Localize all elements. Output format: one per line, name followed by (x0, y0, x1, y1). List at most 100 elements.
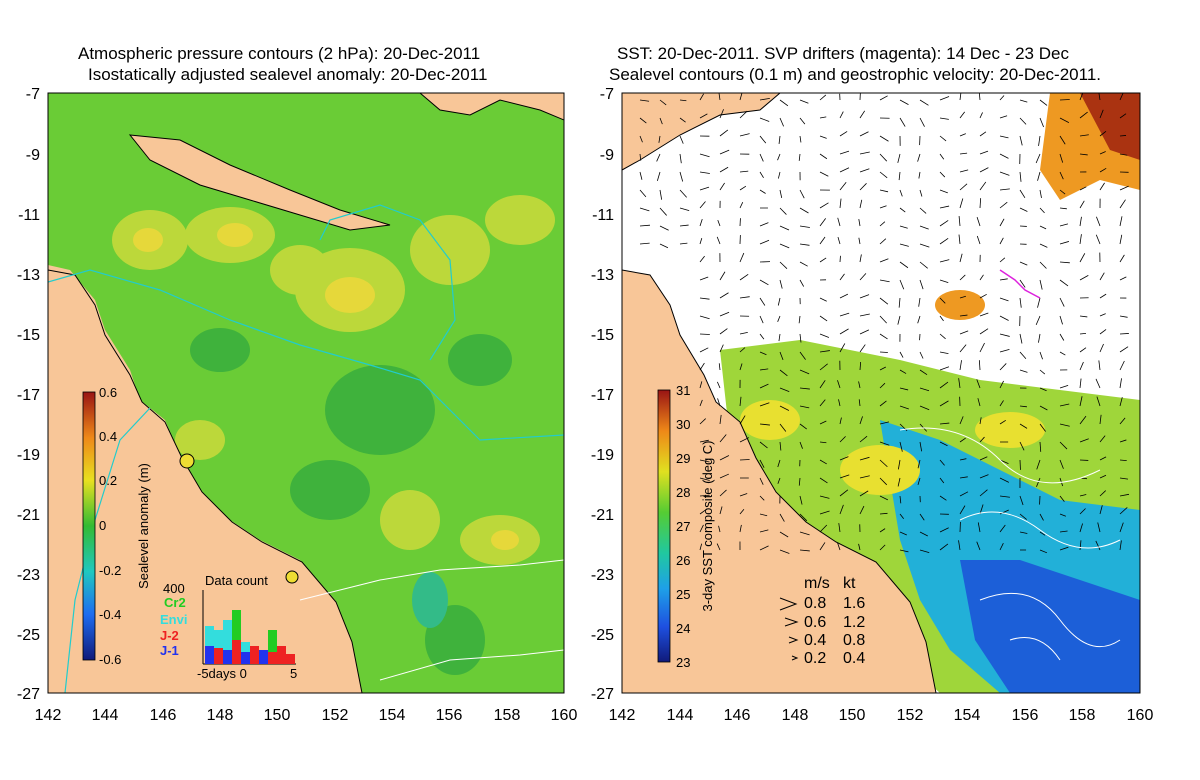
velocity-arrow (1119, 540, 1122, 551)
velocity-arrow (919, 279, 924, 290)
velocity-arrow (719, 292, 729, 299)
velocity-arrow (719, 109, 724, 119)
velocity-arrow (999, 188, 1010, 191)
velocity-arrow (939, 441, 948, 447)
velocity-arrow (779, 99, 789, 107)
velocity-arrow (1119, 459, 1127, 462)
velocity-arrow (1099, 343, 1104, 353)
velocity-arrow (1099, 130, 1107, 137)
velocity-arrow (719, 149, 730, 155)
velocity-arrow (918, 171, 921, 179)
left-x-tick: 146 (150, 707, 177, 724)
velocity-arrow (899, 387, 909, 391)
velocity-arrow (739, 93, 743, 101)
velocity-arrow (839, 273, 845, 281)
sst-tick: 23 (676, 655, 690, 670)
velocity-arrow (939, 297, 946, 304)
velocity-arrow (939, 205, 950, 209)
velocity-arrow (879, 495, 889, 501)
velocity-arrow (939, 381, 949, 389)
right-map: © IMOS 25-Dec-2011 09:26 Hobart Time (622, 93, 1140, 693)
velocity-arrow (1079, 200, 1085, 209)
velocity-arrow (939, 543, 949, 551)
velocity-kt: 1.6 (843, 595, 865, 612)
velocity-arrow (699, 218, 703, 227)
velocity-arrow (1119, 346, 1129, 353)
velocity-arrow (859, 183, 867, 191)
velocity-arrow (959, 491, 969, 497)
velocity-arrow (959, 360, 962, 371)
velocity-arrow (819, 542, 826, 551)
velocity-arrow (858, 237, 861, 245)
velocity-arrow (759, 529, 769, 533)
velocity-header-ms: m/s (804, 575, 830, 592)
velocity-arrow (1059, 513, 1066, 517)
velocity-arrow (879, 477, 888, 486)
velocity-arrow (1039, 423, 1046, 432)
velocity-arrow (1039, 369, 1046, 375)
velocity-arrow (939, 135, 947, 142)
velocity-arrow (879, 441, 890, 446)
velocity-arrow (959, 93, 962, 101)
right-title-line1: SST: 20-Dec-2011. SVP drifters (magenta)… (617, 44, 1069, 63)
velocity-arrow (1079, 153, 1088, 156)
left-new-guinea (48, 93, 564, 231)
velocity-arrow (739, 296, 750, 299)
velocity-arrow (779, 117, 784, 127)
velocity-arrow (819, 420, 827, 425)
velocity-arrow (739, 273, 749, 281)
left-australia-coast (48, 269, 363, 693)
velocity-arrow (899, 513, 905, 519)
velocity-arrow (799, 279, 805, 287)
velocity-arrow (779, 225, 790, 231)
velocity-arrow (1079, 111, 1088, 119)
left-title-line1: Atmospheric pressure contours (2 hPa): 2… (78, 44, 481, 63)
velocity-arrow (978, 360, 981, 371)
velocity-arrow (739, 331, 748, 335)
velocity-arrow (999, 400, 1004, 407)
velocity-arrow (739, 437, 750, 443)
velocity-arrow (659, 189, 663, 200)
velocity-arrow (1099, 293, 1107, 299)
velocity-arrow (699, 315, 710, 320)
velocity-arrow (1019, 207, 1028, 212)
velocity-arrow (898, 297, 901, 308)
velocity-arrow (1039, 279, 1043, 290)
velocity-arrow (879, 421, 890, 425)
velocity-arrow (659, 207, 667, 216)
velocity-arrow (919, 189, 923, 197)
right-australia-coast (622, 269, 937, 693)
left-y-ticks: -7 -9 -11 -13 -15 -17 -19 -21 -23 -25 -2… (17, 86, 40, 703)
velocity-arrow (1119, 216, 1123, 227)
velocity-arrow (798, 477, 801, 486)
left-x-tick: 142 (35, 707, 62, 724)
velocity-arrow (658, 135, 661, 143)
velocity-arrow (718, 363, 721, 371)
velocity-arrow (779, 513, 785, 522)
velocity-arrow (1019, 135, 1023, 146)
velocity-arrow (759, 333, 765, 340)
velocity-arrow (1059, 241, 1069, 245)
velocity-arrow (899, 369, 907, 374)
velocity-arrow (679, 153, 682, 164)
velocity-arrow (978, 93, 981, 101)
velocity-kt: 0.8 (843, 632, 865, 649)
velocity-arrow (1059, 351, 1066, 356)
right-new-guinea (622, 93, 781, 171)
left-title-line2: Isostatically adjusted sealevel anomaly:… (88, 65, 488, 84)
velocity-arrow (1079, 347, 1087, 353)
velocity-arrow (679, 135, 684, 144)
velocity-arrow (1079, 494, 1087, 497)
velocity-arrow (716, 236, 721, 245)
velocity-arrow (1059, 385, 1069, 389)
velocity-arrow (939, 117, 949, 120)
velocity-arrow (959, 458, 967, 461)
velocity-arrow (838, 399, 841, 407)
velocity-arrow (739, 347, 746, 353)
velocity-arrow (799, 495, 803, 505)
velocity-arrow (699, 347, 709, 353)
velocity-arrow (1039, 99, 1048, 106)
velocity-arrow (1079, 361, 1084, 371)
right-velocity-arrows (639, 93, 1130, 554)
